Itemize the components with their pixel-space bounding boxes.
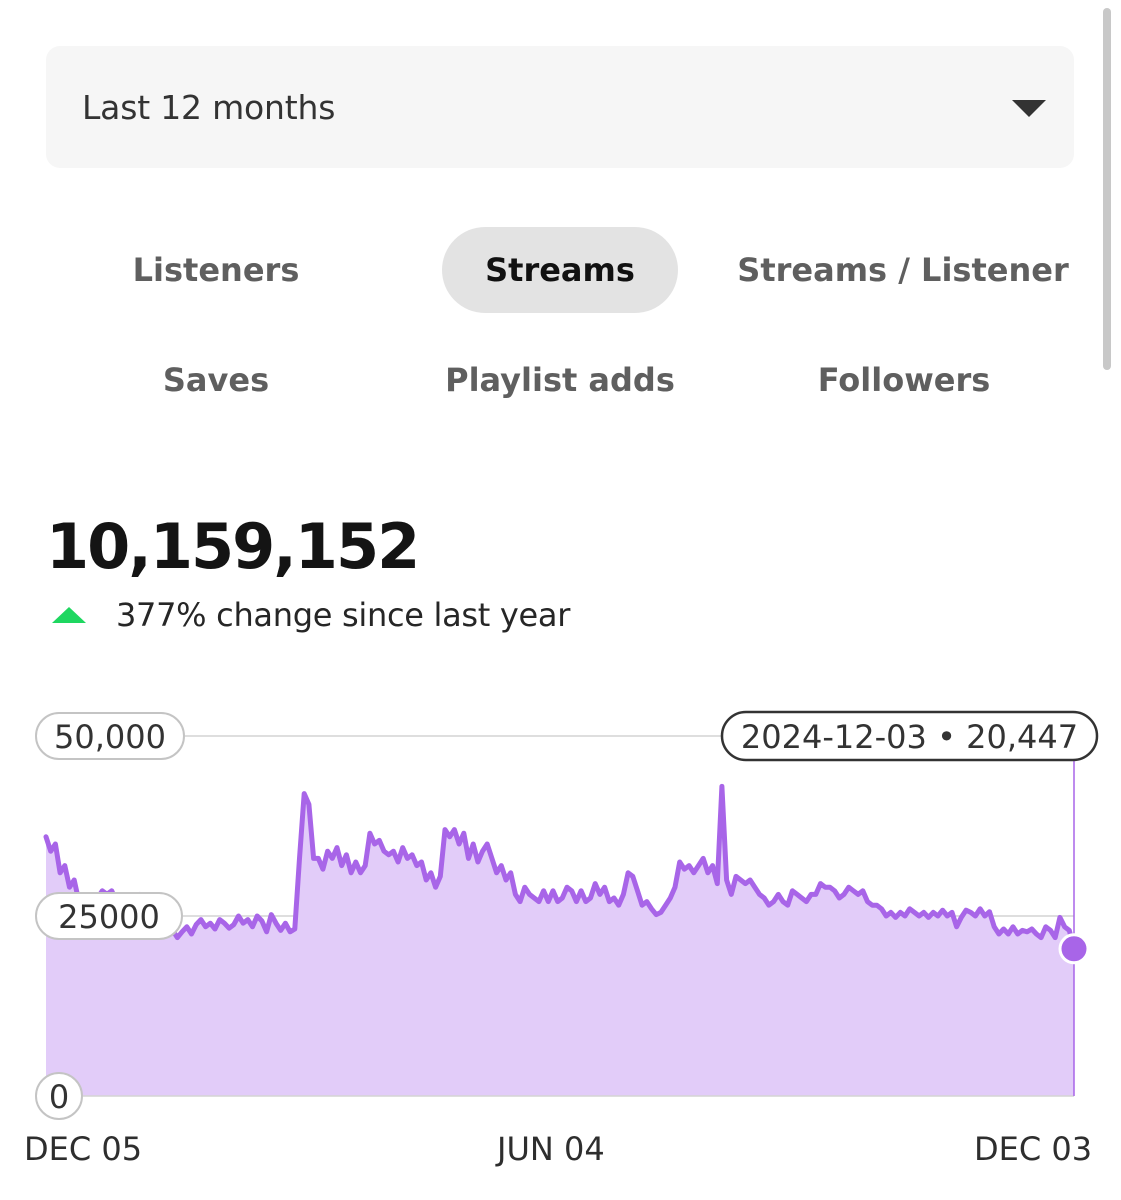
y-tick-label-2: 0 [49, 1078, 69, 1116]
tab-playlist-adds[interactable]: Playlist adds [445, 361, 675, 399]
streams-chart: 50,000 25000 0 2024-12-03 • 20,447 DEC 05 J… [0, 690, 1121, 1200]
metric-tabs: Listeners Streams Streams / Listener Sav… [46, 226, 1074, 426]
series-area [46, 786, 1074, 1096]
x-tick-label-mid: JUN 04 [497, 1130, 605, 1168]
tooltip-pill [720, 710, 1099, 762]
x-tick-label-end: DEC 03 [974, 1130, 1093, 1168]
selected-data-point [1058, 933, 1090, 965]
x-tick-label-start: DEC 05 [24, 1130, 143, 1168]
change-text: 377% change since last year [116, 596, 571, 634]
tab-streams-per-listener[interactable]: Streams / Listener [737, 251, 1069, 289]
series-line [43, 783, 1077, 952]
total-streams-value: 10,159,152 [46, 510, 420, 583]
tab-listeners[interactable]: Listeners [132, 251, 300, 289]
tooltip-label: 2024-12-03 • 20,447 [741, 718, 1078, 756]
period-dropdown[interactable]: Last 12 months [46, 46, 1074, 168]
scrollbar[interactable] [1103, 8, 1111, 370]
y-tick-pill-1 [35, 892, 183, 940]
tab-followers[interactable]: Followers [817, 361, 991, 399]
tab-streams[interactable]: Streams [442, 227, 678, 313]
caret-down-icon[interactable] [1012, 100, 1046, 117]
y-tick-label-0: 50,000 [54, 718, 166, 756]
tab-saves[interactable]: Saves [162, 361, 270, 399]
period-dropdown-value: Last 12 months [82, 87, 336, 127]
y-tick-label-1: 25000 [58, 898, 160, 936]
y-tick-pill-2 [35, 1072, 83, 1120]
triangle-up-icon [52, 607, 86, 623]
change-indicator: 377% change since last year [52, 596, 570, 634]
streams-chart-svg: 50,000 25000 0 2024-12-03 • 20,447 [35, 710, 1099, 1120]
y-tick-pill-0 [35, 712, 185, 760]
